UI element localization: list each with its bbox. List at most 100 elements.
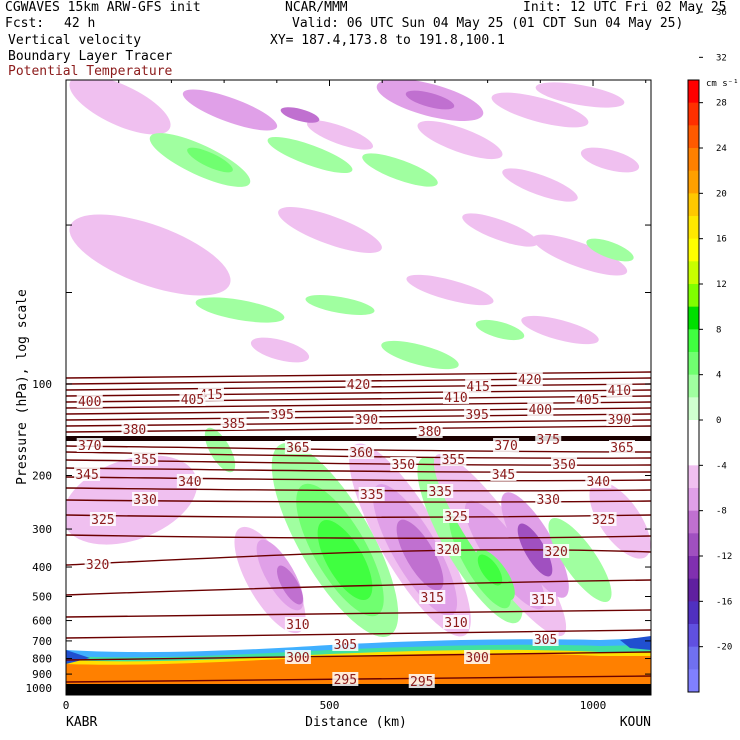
forecast-label: Fcst: bbox=[5, 16, 45, 31]
theta-contour-label: 325 bbox=[592, 513, 615, 528]
colorbar-swatch bbox=[688, 148, 699, 172]
colorbar-swatch bbox=[688, 306, 699, 330]
colorbar-label: 36 bbox=[716, 8, 727, 18]
theta-contour-label: 405 bbox=[576, 393, 599, 408]
colorbar-swatch bbox=[688, 510, 699, 534]
theta-contour-label: 345 bbox=[75, 468, 98, 483]
x-tick-label: 1000 bbox=[580, 699, 607, 712]
colorbar-swatch bbox=[688, 352, 699, 376]
theta-contour-label: 320 bbox=[544, 545, 567, 560]
colorbar-swatch bbox=[688, 578, 699, 602]
plot-frame bbox=[65, 79, 652, 696]
right-station: KOUN bbox=[620, 715, 651, 730]
theta-contour-label: 400 bbox=[529, 403, 552, 418]
x-axis: 0 500 1000 bbox=[63, 80, 647, 712]
theta-contour-label: 390 bbox=[608, 413, 631, 428]
theta-contour-label: 395 bbox=[465, 408, 488, 423]
field-vertical-velocity: Vertical velocity bbox=[8, 33, 142, 48]
theta-contour-label: 315 bbox=[531, 593, 554, 608]
theta-contour-label: 340 bbox=[587, 475, 610, 490]
theta-contour-label: 350 bbox=[392, 458, 415, 473]
theta-contour-label: 395 bbox=[270, 408, 293, 423]
theta-contour-label: 420 bbox=[518, 373, 541, 388]
y-tick-label: 600 bbox=[32, 615, 52, 628]
colorbar-label: -12 bbox=[716, 552, 732, 562]
colorbar-swatch bbox=[688, 193, 699, 217]
colorbar-swatch bbox=[688, 261, 699, 285]
theta-contour-label: 335 bbox=[360, 488, 383, 503]
colorbar-swatch bbox=[688, 646, 699, 670]
theta-contour-label: 335 bbox=[428, 485, 451, 500]
valid-time: Valid: 06 UTC Sun 04 May 25 (01 CDT Sun … bbox=[292, 16, 684, 31]
colorbar-label: 16 bbox=[716, 235, 727, 245]
theta-contour-label: 400 bbox=[78, 395, 101, 410]
theta-contour-label: 330 bbox=[536, 493, 559, 508]
colorbar-unit: cm s⁻¹ bbox=[706, 79, 739, 89]
colorbar-label: 4 bbox=[716, 371, 721, 381]
colorbar-swatch bbox=[688, 284, 699, 308]
y-tick-label: 800 bbox=[32, 653, 52, 666]
y-tick-label: 400 bbox=[32, 561, 52, 574]
field-boundary-layer-tracer: Boundary Layer Tracer bbox=[8, 49, 173, 64]
colorbar-swatch bbox=[688, 125, 699, 149]
colorbar-swatch bbox=[688, 170, 699, 194]
colorbar-swatch bbox=[688, 442, 699, 466]
colorbar-swatch bbox=[688, 601, 699, 625]
theta-contour-label: 385 bbox=[222, 417, 245, 432]
theta-contour-label: 325 bbox=[91, 513, 114, 528]
colorbar-swatch bbox=[688, 102, 699, 126]
theta-contour-label: 310 bbox=[444, 616, 467, 631]
theta-contour-label: 405 bbox=[181, 393, 204, 408]
colorbar-label: 32 bbox=[716, 53, 727, 63]
colorbar-swatch bbox=[688, 397, 699, 421]
vertical-velocity-shading bbox=[66, 80, 651, 637]
theta-contour-label: 300 bbox=[286, 651, 309, 666]
x-tick-label: 0 bbox=[63, 699, 70, 712]
colorbar-label: 28 bbox=[716, 99, 727, 109]
theta-contour-label: 415 bbox=[466, 380, 489, 395]
theta-contour-label: 310 bbox=[286, 618, 309, 633]
colorbar-swatch bbox=[688, 80, 699, 104]
colorbar-label: -16 bbox=[716, 597, 732, 607]
theta-contour-label: 305 bbox=[534, 633, 557, 648]
tropopause-line bbox=[66, 436, 651, 441]
theta-contour-label: 370 bbox=[494, 439, 517, 454]
theta-contour-label: 370 bbox=[78, 439, 101, 454]
colorbar-label: 20 bbox=[716, 189, 727, 199]
colorbar-label: 12 bbox=[716, 280, 727, 290]
y-axis-label: Pressure (hPa), log scale bbox=[15, 289, 30, 485]
y-tick-label: 200 bbox=[32, 470, 52, 483]
colorbar-swatch bbox=[688, 556, 699, 580]
forecast-hour: 42 h bbox=[64, 16, 96, 31]
colorbar-label: -20 bbox=[716, 643, 732, 653]
theta-contour-label: 330 bbox=[133, 493, 156, 508]
colorbar-swatch bbox=[688, 624, 699, 648]
theta-contour-label: 355 bbox=[442, 453, 465, 468]
theta-contour-label: 320 bbox=[86, 558, 109, 573]
theta-contour-label: 365 bbox=[610, 441, 633, 456]
colorbar-swatch bbox=[688, 374, 699, 398]
theta-contour-label: 390 bbox=[355, 413, 378, 428]
theta-contour-label: 365 bbox=[286, 441, 309, 456]
left-station: KABR bbox=[66, 715, 97, 730]
y-tick-label: 700 bbox=[32, 635, 52, 648]
field-potential-temperature: Potential Temperature bbox=[8, 64, 173, 79]
colorbar-label: 0 bbox=[716, 416, 721, 426]
y-tick-label: 300 bbox=[32, 523, 52, 536]
model-title: CGWAVES 15km ARW-GFS init bbox=[5, 0, 201, 15]
theta-contour-label: 380 bbox=[418, 425, 441, 440]
theta-contour-label: 360 bbox=[349, 446, 372, 461]
colorbar-swatch bbox=[688, 533, 699, 557]
boundary-layer-tracer bbox=[66, 636, 651, 695]
theta-contour-label: 375 bbox=[536, 433, 559, 448]
theta-contour-label: 295 bbox=[410, 675, 433, 690]
init-time: Init: 12 UTC Fri 02 May 25 bbox=[523, 0, 727, 15]
theta-contour-label: 320 bbox=[436, 543, 459, 558]
theta-contour-label: 325 bbox=[444, 510, 467, 525]
theta-contour-label: 340 bbox=[178, 475, 201, 490]
colorbar-swatch bbox=[688, 669, 699, 693]
y-tick-label: 900 bbox=[32, 668, 52, 681]
y-tick-label: 500 bbox=[32, 590, 52, 603]
theta-contour-label: 380 bbox=[123, 423, 146, 438]
